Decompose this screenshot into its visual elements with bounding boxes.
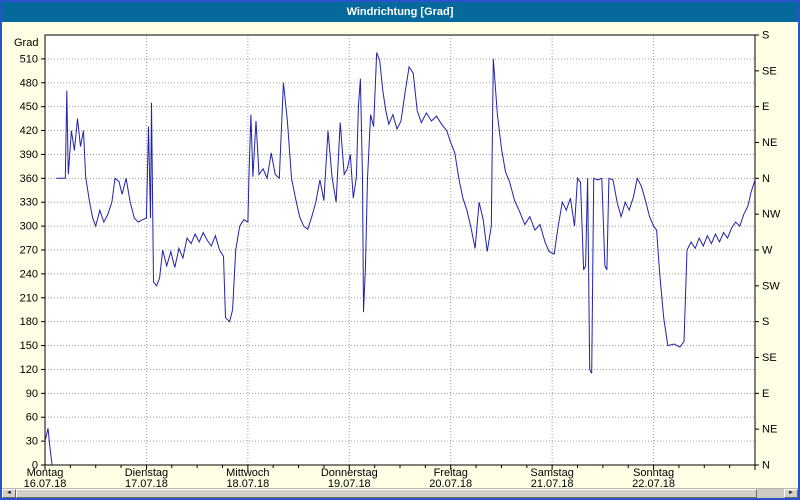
svg-text:Grad: Grad <box>14 37 38 49</box>
scroll-left-icon: ◄ <box>6 490 12 496</box>
svg-text:18.07.18: 18.07.18 <box>226 478 269 488</box>
svg-text:Montag: Montag <box>27 467 64 479</box>
svg-text:SW: SW <box>762 280 780 292</box>
svg-text:SE: SE <box>762 65 777 77</box>
svg-text:S: S <box>762 30 769 42</box>
svg-text:510: 510 <box>20 53 38 65</box>
svg-text:Freitag: Freitag <box>434 467 468 479</box>
svg-text:450: 450 <box>20 101 38 113</box>
svg-text:16.07.18: 16.07.18 <box>24 478 67 488</box>
svg-text:330: 330 <box>20 197 38 209</box>
svg-text:19.07.18: 19.07.18 <box>328 478 371 488</box>
chart-area: 0 30 60 90 120 150 180 210 240 270 300 330 360 390 420… <box>2 22 798 489</box>
svg-text:480: 480 <box>20 77 38 89</box>
svg-text:Donnerstag: Donnerstag <box>321 467 378 479</box>
svg-text:0: 0 <box>32 460 38 472</box>
svg-text:22.07.18: 22.07.18 <box>632 478 675 488</box>
svg-text:17.07.18: 17.07.18 <box>125 478 168 488</box>
svg-text:21.07.18: 21.07.18 <box>531 478 574 488</box>
svg-text:20.07.18: 20.07.18 <box>429 478 472 488</box>
svg-text:S: S <box>762 316 769 328</box>
svg-text:270: 270 <box>20 245 38 257</box>
svg-text:360: 360 <box>20 173 38 185</box>
scrollbar-track[interactable] <box>16 489 784 498</box>
svg-text:150: 150 <box>20 340 38 352</box>
svg-text:NE: NE <box>762 424 777 436</box>
svg-text:Dienstag: Dienstag <box>125 467 168 479</box>
scroll-right-icon: ► <box>788 490 794 496</box>
svg-text:NW: NW <box>762 209 781 221</box>
wind-direction-chart: 0 30 60 90 120 150 180 210 240 270 300 330 360 390 420… <box>14 30 781 489</box>
svg-text:60: 60 <box>26 412 38 424</box>
svg-text:240: 240 <box>20 268 38 280</box>
svg-text:N: N <box>762 173 770 185</box>
svg-text:NE: NE <box>762 137 777 149</box>
svg-text:180: 180 <box>20 316 38 328</box>
svg-text:SE: SE <box>762 352 777 364</box>
svg-text:W: W <box>762 245 773 257</box>
svg-text:N: N <box>762 460 770 472</box>
scroll-right-button[interactable]: ► <box>784 489 798 498</box>
svg-text:E: E <box>762 101 769 113</box>
svg-text:420: 420 <box>20 125 38 137</box>
svg-text:210: 210 <box>20 292 38 304</box>
svg-text:90: 90 <box>26 388 38 400</box>
svg-text:Mittwoch: Mittwoch <box>226 467 269 479</box>
svg-text:390: 390 <box>20 149 38 161</box>
svg-text:E: E <box>762 388 769 400</box>
window-title: Windrichtung [Grad] <box>346 6 454 18</box>
svg-text:Sonntag: Sonntag <box>633 467 674 479</box>
window-titlebar: Windrichtung [Grad] <box>2 2 798 22</box>
svg-text:30: 30 <box>26 436 38 448</box>
scroll-left-button[interactable]: ◄ <box>2 489 16 498</box>
scrollbar-thumb[interactable] <box>16 489 758 498</box>
horizontal-scrollbar[interactable]: ◄ ► <box>2 488 798 498</box>
svg-text:120: 120 <box>20 364 38 376</box>
svg-text:300: 300 <box>20 221 38 233</box>
svg-text:Samstag: Samstag <box>530 467 573 479</box>
